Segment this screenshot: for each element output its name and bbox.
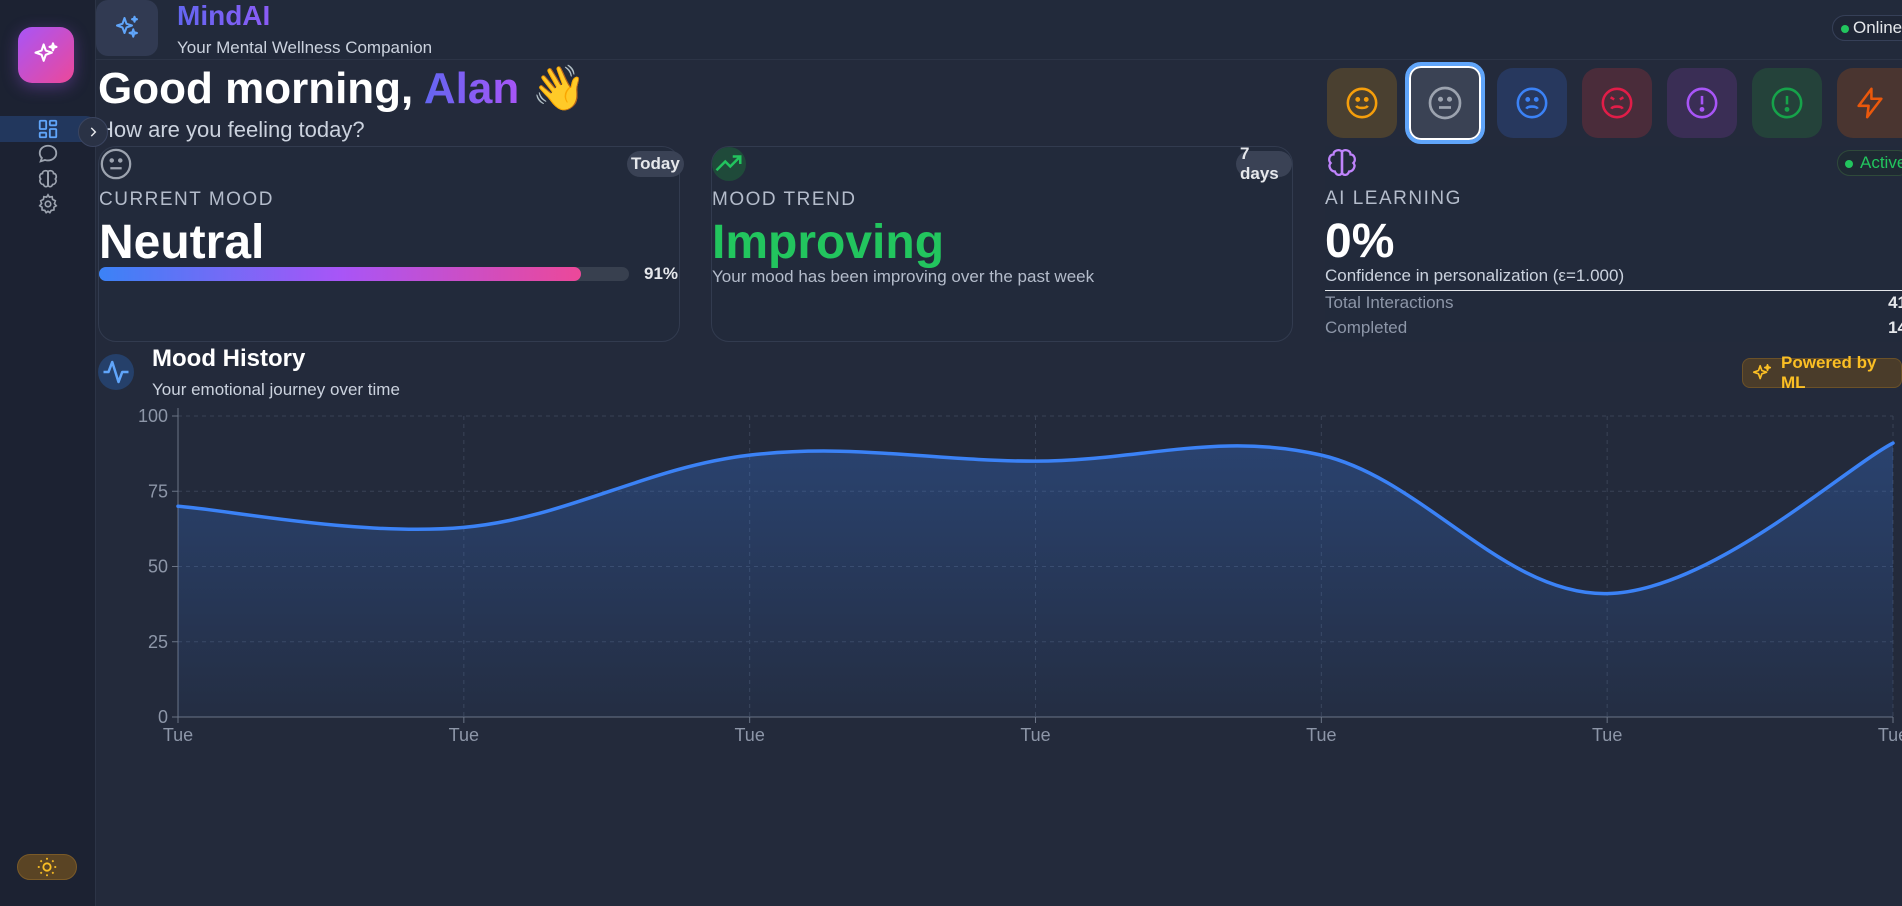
chart-icon-wrap [98, 354, 134, 390]
y-tick-label: 100 [138, 406, 168, 426]
mood-trend-label: MOOD TREND [712, 189, 857, 210]
online-dot [1841, 25, 1849, 33]
neutral-face-icon [100, 148, 132, 180]
x-tick-label: Tue [1020, 725, 1050, 745]
sparkles-icon [116, 15, 138, 38]
mood-intensity-bar [99, 267, 629, 281]
sparkles-icon [1752, 364, 1772, 380]
powered-by-label: Powered by ML [1781, 353, 1877, 392]
mood-area [178, 443, 1893, 717]
ai-learning-label: AI LEARNING [1325, 188, 1462, 209]
mood-button-happy[interactable] [1327, 68, 1397, 138]
alert-circle-purple-icon [1686, 87, 1718, 119]
app-logo[interactable] [18, 27, 74, 83]
trend-icon-wrap [712, 147, 746, 181]
user-name: Alan [423, 64, 520, 113]
brand-logo [96, 0, 158, 56]
ai-learning-value: 0% [1325, 215, 1395, 268]
x-tick-label: Tue [1306, 725, 1336, 745]
status-badge: Online [1832, 15, 1902, 41]
chat-icon [38, 144, 58, 163]
current-mood-value: Neutral [99, 216, 265, 269]
greeting-question: How are you feeling today? [98, 117, 365, 142]
mood-line [176, 441, 1895, 596]
active-dot [1845, 160, 1853, 168]
app-name: MindAI [177, 0, 271, 31]
stat-label: Completed [1325, 318, 1408, 337]
sidebar-item-settings[interactable] [0, 193, 96, 215]
stat-label: Total Interactions [1325, 293, 1454, 312]
mood-button-energetic[interactable] [1837, 68, 1902, 138]
greeting-prefix: Good morning, [98, 64, 424, 113]
status-label: Online [1853, 18, 1902, 37]
theme-toggle[interactable] [17, 854, 77, 880]
y-tick-label: 25 [148, 632, 168, 652]
activity-icon [103, 360, 129, 384]
y-tick-label: 75 [148, 481, 168, 501]
app-tagline: Your Mental Wellness Companion [177, 38, 433, 57]
sidebar-item-insights[interactable] [0, 168, 96, 190]
today-badge: Today [627, 151, 684, 177]
sidebar-item-dashboard[interactable] [0, 118, 96, 140]
current-mood-card: Today CURRENT MOOD Neutral 91% [98, 146, 684, 342]
mood-button-alert[interactable] [1752, 68, 1822, 138]
mood-intensity-fill [99, 267, 582, 281]
y-tick-label: 0 [158, 707, 168, 727]
alert-circle-green-icon [1771, 87, 1803, 119]
wave-emoji: 👋 [531, 64, 587, 113]
settings-icon [38, 193, 58, 214]
x-tick-label: Tue [1592, 725, 1622, 745]
lightning-icon [1856, 87, 1883, 119]
x-tick-label: Tue [449, 725, 479, 745]
active-label: Active [1860, 153, 1902, 172]
dashboard-icon [38, 119, 58, 139]
mood-trend-card: 7 days MOOD TREND Improving Your mood ha… [711, 144, 1293, 342]
x-tick-label: Tue [734, 725, 764, 745]
chart-subtitle: Your emotional journey over time [152, 380, 400, 399]
y-tick-label: 50 [148, 557, 168, 577]
chart-title: Mood History [152, 345, 306, 372]
mood-trend-value: Improving [712, 216, 945, 269]
greeting-heading: Good morning, Alan 👋 [98, 62, 586, 114]
smile-icon [1346, 87, 1378, 119]
neutral-face-icon [1428, 86, 1462, 120]
seven-days-badge: 7 days [1236, 144, 1292, 183]
ai-confidence-text: Confidence in personalization (ε=1.000) [1325, 266, 1625, 285]
mood-trend-description: Your mood has been improving over the pa… [712, 267, 1095, 286]
sidebar-collapse-button[interactable] [78, 117, 108, 147]
stat-value: 41 [1888, 293, 1902, 312]
stat-value: 14 [1888, 318, 1902, 337]
mood-intensity-percent: 91% [644, 264, 679, 283]
x-tick-label: Tue [163, 725, 193, 745]
powered-by-ml-badge: Powered by ML [1742, 353, 1902, 392]
current-mood-label: CURRENT MOOD [99, 189, 274, 210]
top-bar: MindAI Your Mental Wellness Companion On… [96, 0, 1902, 60]
stat-row-completed: Completed 14 [1325, 318, 1902, 342]
active-badge: Active [1837, 150, 1902, 176]
frown-icon [1516, 87, 1548, 119]
stat-row-total-interactions: Total Interactions 41 [1325, 293, 1902, 317]
brain-icon [38, 169, 58, 188]
brain-icon [1328, 149, 1356, 176]
sparkles-icon [34, 42, 58, 62]
mood-button-sad[interactable] [1497, 68, 1567, 138]
angry-face-icon [1601, 87, 1633, 119]
sun-icon [37, 857, 57, 877]
sidebar-item-chat[interactable] [0, 143, 96, 165]
mood-button-anxious[interactable] [1667, 68, 1737, 138]
chevron-right-icon [90, 127, 97, 137]
divider [1325, 290, 1902, 291]
mood-button-angry[interactable] [1582, 68, 1652, 138]
x-tick-label: Tue [1878, 725, 1902, 745]
trending-up-icon [715, 155, 742, 172]
ai-learning-card: Active AI LEARNING 0% Confidence in pers… [1325, 146, 1902, 342]
mood-button-neutral[interactable] [1405, 62, 1485, 144]
